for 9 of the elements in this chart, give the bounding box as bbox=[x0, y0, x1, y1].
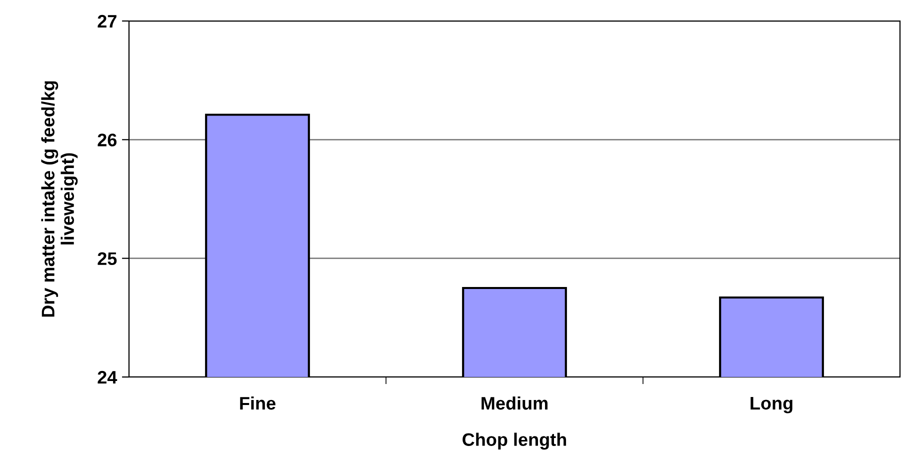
x-axis-title: Chop length bbox=[462, 432, 566, 450]
x-tick-label: Long bbox=[750, 397, 792, 414]
y-tick-label: 24 bbox=[98, 370, 118, 384]
x-tick-label: Fine bbox=[240, 396, 276, 410]
y-axis-title: Dry matter intake (g feed/kg liveweight) bbox=[41, 81, 78, 317]
y-tick-label: 27 bbox=[98, 14, 116, 28]
x-tick-label: Medium bbox=[482, 396, 548, 410]
y-tick-label: 25 bbox=[98, 252, 117, 266]
y-tick-label: 26 bbox=[98, 134, 117, 146]
